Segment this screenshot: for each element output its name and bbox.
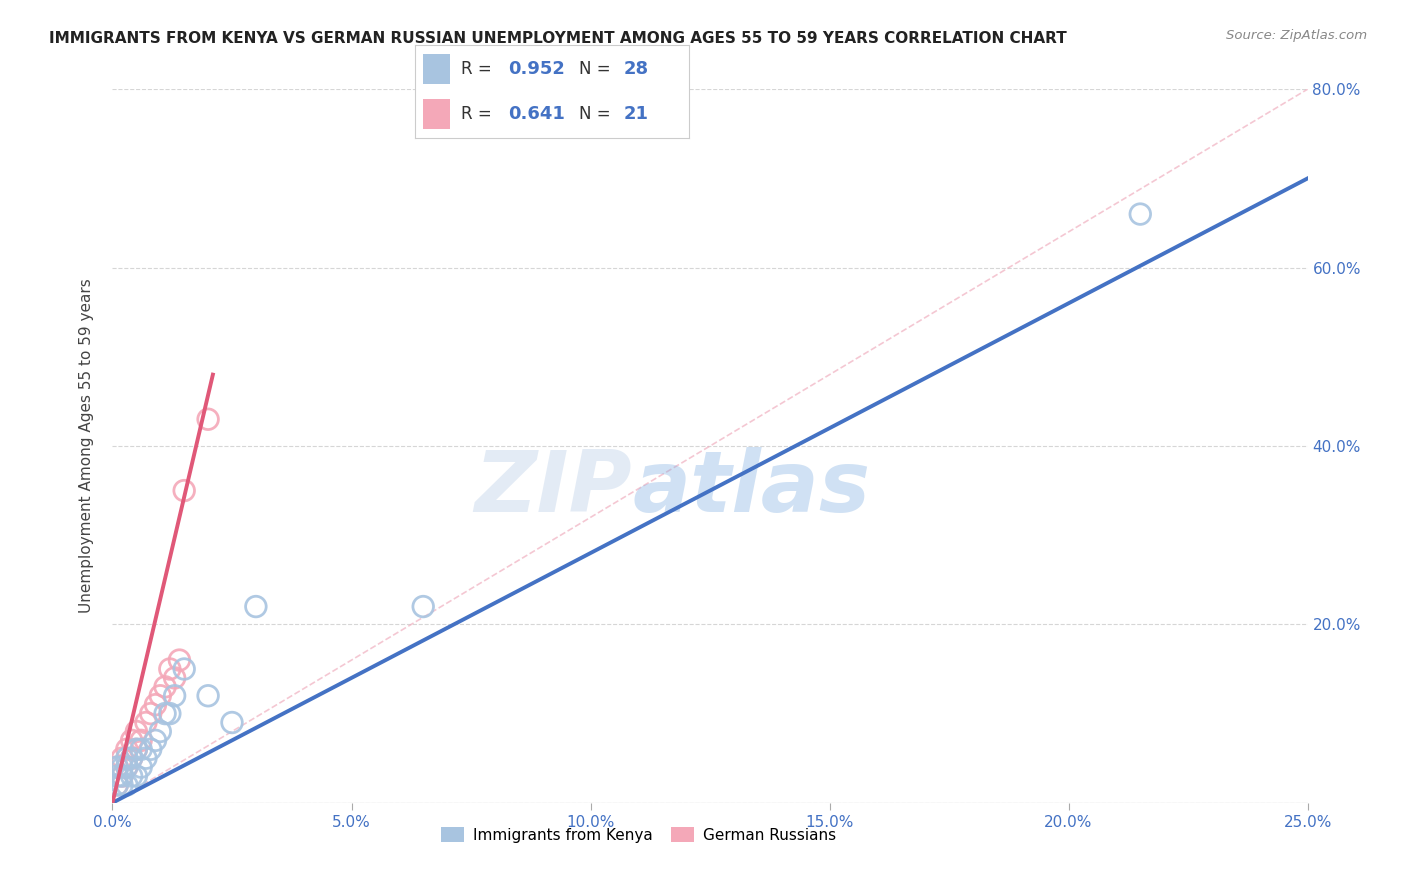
- Point: [163, 671, 186, 685]
- Point: [105, 760, 128, 774]
- Point: [197, 412, 219, 426]
- Point: [139, 706, 162, 721]
- Point: [145, 733, 167, 747]
- Point: [135, 751, 157, 765]
- Point: [115, 751, 138, 765]
- Point: [115, 760, 138, 774]
- Point: [111, 778, 134, 792]
- Point: [159, 662, 181, 676]
- Text: atlas: atlas: [633, 447, 870, 531]
- Point: [1129, 207, 1152, 221]
- Point: [135, 715, 157, 730]
- Text: 0.641: 0.641: [508, 105, 565, 123]
- Point: [153, 680, 176, 694]
- Point: [159, 706, 181, 721]
- Point: [105, 760, 128, 774]
- Point: [197, 689, 219, 703]
- Text: R =: R =: [461, 105, 498, 123]
- Point: [105, 769, 128, 783]
- Point: [121, 751, 143, 765]
- Point: [111, 760, 134, 774]
- Point: [121, 733, 143, 747]
- Point: [153, 706, 176, 721]
- Text: IMMIGRANTS FROM KENYA VS GERMAN RUSSIAN UNEMPLOYMENT AMONG AGES 55 TO 59 YEARS C: IMMIGRANTS FROM KENYA VS GERMAN RUSSIAN …: [49, 31, 1067, 46]
- FancyBboxPatch shape: [423, 99, 450, 129]
- Y-axis label: Unemployment Among Ages 55 to 59 years: Unemployment Among Ages 55 to 59 years: [79, 278, 94, 614]
- Point: [121, 769, 143, 783]
- Point: [111, 769, 134, 783]
- Point: [125, 724, 148, 739]
- Point: [169, 653, 191, 667]
- Text: ZIP: ZIP: [475, 447, 633, 531]
- Point: [145, 698, 167, 712]
- Text: Source: ZipAtlas.com: Source: ZipAtlas.com: [1226, 29, 1367, 42]
- Point: [125, 742, 148, 756]
- Point: [115, 742, 138, 756]
- Point: [111, 769, 134, 783]
- Point: [105, 778, 128, 792]
- Point: [139, 742, 162, 756]
- Point: [163, 689, 186, 703]
- Point: [245, 599, 267, 614]
- FancyBboxPatch shape: [423, 54, 450, 84]
- Point: [149, 724, 172, 739]
- Point: [121, 751, 143, 765]
- Point: [173, 662, 195, 676]
- Text: N =: N =: [579, 60, 616, 78]
- Point: [412, 599, 434, 614]
- Point: [221, 715, 243, 730]
- Text: 21: 21: [623, 105, 648, 123]
- Point: [105, 778, 128, 792]
- Point: [129, 760, 152, 774]
- Legend: Immigrants from Kenya, German Russians: Immigrants from Kenya, German Russians: [434, 821, 842, 848]
- Point: [129, 733, 152, 747]
- Point: [173, 483, 195, 498]
- Point: [111, 751, 134, 765]
- Point: [149, 689, 172, 703]
- Text: 28: 28: [623, 60, 648, 78]
- Point: [129, 742, 152, 756]
- Text: N =: N =: [579, 105, 616, 123]
- Point: [125, 742, 148, 756]
- Text: R =: R =: [461, 60, 498, 78]
- Point: [125, 769, 148, 783]
- Point: [115, 778, 138, 792]
- Point: [115, 760, 138, 774]
- Text: 0.952: 0.952: [508, 60, 565, 78]
